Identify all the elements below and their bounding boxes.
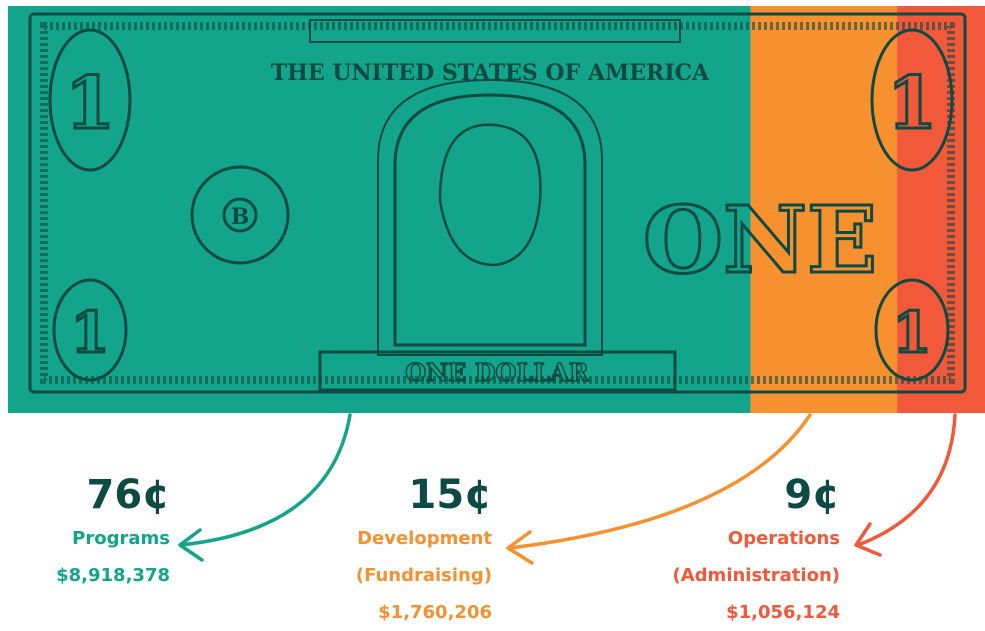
arrow [856,415,955,555]
series-name: Development (Fundraising) [292,520,492,594]
value-label: 15¢ [292,470,492,520]
series-name: Operations (Administration) [640,520,840,594]
label-block: 15¢Development (Fundraising)$1,760,206 [292,470,492,631]
bill-numeral: 1 [887,60,937,145]
bill-word: ONE [643,186,877,294]
amount-label: $8,918,378 [0,557,170,594]
bill-numeral: 1 [71,300,110,366]
bill-numeral: 1 [65,60,115,145]
page: THE UNITED STATES OF AMERICA ONE ONE DOL… [0,0,985,620]
series-name: Programs [0,520,170,557]
label-block: 9¢Operations (Administration)$1,056,124 [640,470,840,631]
bill-seal: B [231,204,250,230]
bill-footer: ONE DOLLAR [405,358,590,387]
amount-label: $1,760,206 [292,594,492,631]
amount-label: $1,056,124 [640,594,840,631]
bill-numeral: 1 [893,300,932,366]
label-block: 76¢Programs$8,918,378 [0,470,170,594]
value-label: 9¢ [640,470,840,520]
bill-title: THE UNITED STATES OF AMERICA [271,60,710,86]
value-label: 76¢ [0,470,170,520]
